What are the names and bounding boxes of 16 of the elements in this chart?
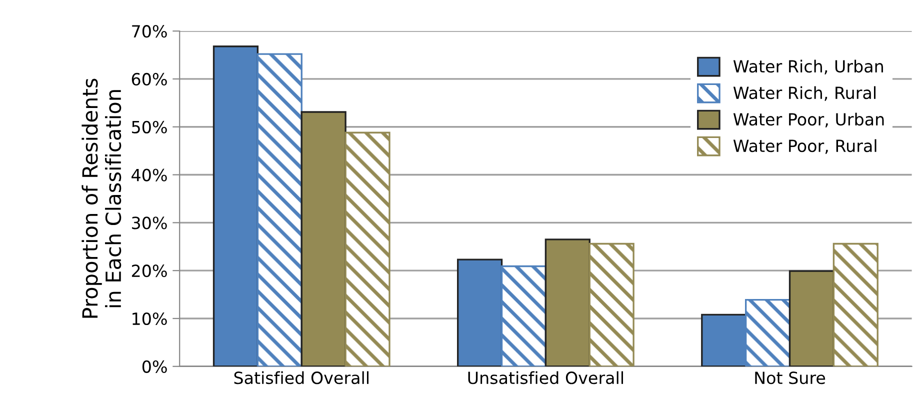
x-tick-label: Unsatisfied Overall [468, 371, 623, 384]
x-tick-label: Not Sure [755, 372, 826, 384]
y-tick-label: 60% [132, 72, 167, 86]
y-tick-label: 70% [132, 25, 167, 38]
legend-label: Water Poor, Urban [733, 112, 884, 128]
y-tick-label: 10% [132, 312, 167, 326]
y-tick-label: 50% [132, 120, 167, 134]
legend-label: Water Rich, Urban [733, 60, 883, 74]
y-tick-label: 40% [132, 168, 167, 182]
legend-label: Water Poor, Rural [733, 139, 876, 154]
y-tick-label: 30% [132, 216, 167, 230]
y-tick-label: 0% [142, 360, 167, 373]
x-tick-label: Satisfied Overall [234, 371, 368, 384]
legend-label: Water Rich, Rural [733, 86, 876, 101]
y-tick-label: 20% [132, 264, 167, 278]
y-axis-title: Proportion of Residents in Each Classification [82, 78, 122, 318]
